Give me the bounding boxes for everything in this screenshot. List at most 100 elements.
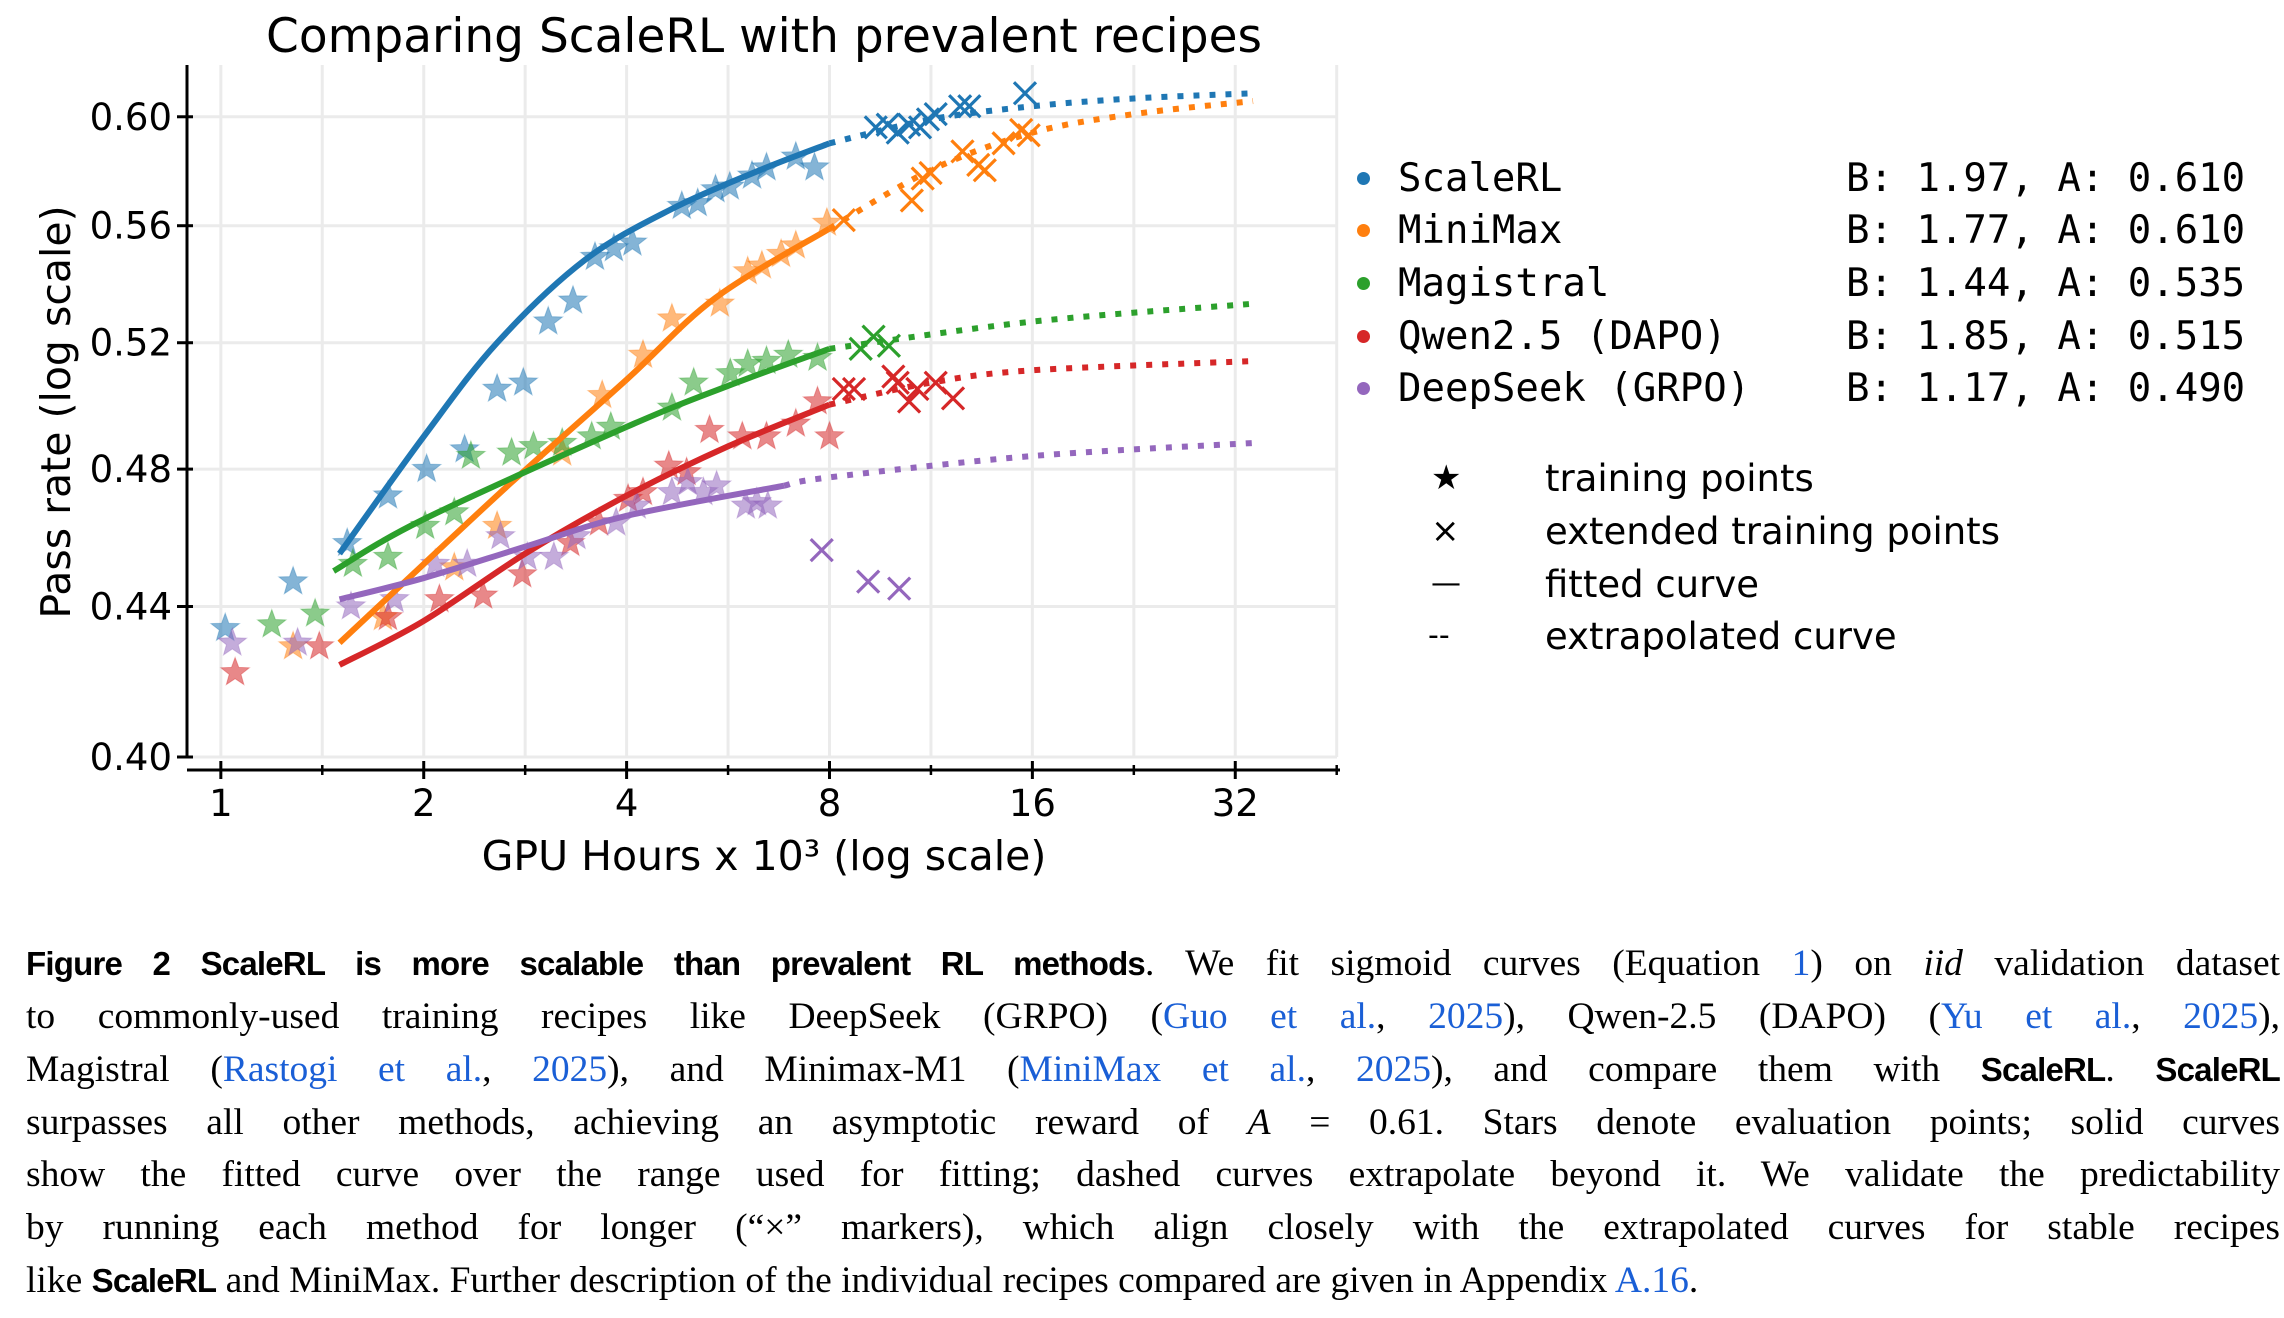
caption-text: ),	[2258, 996, 2281, 1037]
extended-point-x-minimax	[899, 188, 924, 213]
caption-text: ScaleRL	[1980, 1051, 2106, 1088]
fitted-curves	[332, 140, 832, 668]
legend-series-params: B: 1.44, A: 0.535	[1846, 261, 2246, 306]
x-tick-label: 32	[1212, 782, 1259, 825]
marker-legend-label: fitted curve	[1545, 563, 1759, 606]
extended-point-x-minimax	[950, 139, 975, 164]
extended-point-x-scalerl	[947, 94, 973, 119]
training-point-star-scalerl	[372, 479, 404, 509]
caption-citation-link[interactable]: Rastogi et al.	[222, 1049, 483, 1090]
caption-line: show the fitted curve over the range use…	[26, 1156, 2280, 1200]
extended-point-x-qwen2-5-dapo	[905, 376, 930, 402]
marker-legend-label: extrapolated curve	[1545, 615, 1897, 658]
training-point-star-deepseek-grpo	[282, 626, 314, 657]
training-point-star-scalerl	[277, 565, 309, 595]
training-point-star-magistral	[801, 341, 834, 372]
training-point-star-qwen2-5-dapo	[303, 630, 335, 660]
caption-text: by running each method for longer (“×” m…	[26, 1207, 2280, 1248]
x-tick-label: 2	[412, 782, 436, 825]
legend-series-name: ScaleRL	[1398, 156, 1563, 201]
y-tick-label: 0.40	[90, 736, 172, 779]
legend-dot-icon	[1357, 224, 1370, 237]
caption-line: to commonly-used training recipes like D…	[26, 998, 2280, 1042]
legend-series-name: DeepSeek (GRPO)	[1398, 366, 1751, 411]
chart-title: Comparing ScaleRL with prevalent recipes	[266, 9, 1262, 64]
y-axis-label: Pass rate (log scale)	[32, 205, 80, 618]
extended-point-x-qwen2-5-dapo	[831, 376, 856, 402]
caption-text: ,	[482, 1049, 533, 1090]
x-axis-label: GPU Hours x 10³ (log scale)	[482, 832, 1047, 880]
training-point-star-deepseek-grpo	[700, 469, 733, 499]
caption-text: iid	[1923, 943, 1963, 984]
training-point-star-scalerl	[532, 305, 564, 335]
caption-citation-link[interactable]: 2025	[2183, 996, 2259, 1037]
y-tick-label: 0.60	[90, 96, 172, 139]
legend-series-params: B: 1.85, A: 0.515	[1846, 314, 2246, 359]
fitted-curve-qwen2-5-dapo	[338, 401, 831, 668]
caption-text: Figure 2 ScaleRL is more scalable than p…	[26, 945, 1146, 982]
caption-text: ScaleRL	[2155, 1051, 2281, 1088]
legend-series-params: B: 1.77, A: 0.610	[1846, 208, 2246, 253]
training-point-star-magistral	[517, 429, 550, 460]
caption-text: like	[26, 1260, 92, 1301]
caption-citation-link[interactable]: Guo et al.	[1163, 996, 1377, 1037]
caption-text: .	[2105, 1049, 2156, 1090]
extended-point-x-minimax	[972, 158, 997, 183]
caption-text: A	[1247, 1102, 1271, 1143]
extended-point-x-magistral	[876, 333, 902, 358]
training-point-star-deepseek-grpo	[672, 465, 704, 496]
y-tick-label: 0.44	[90, 586, 172, 629]
caption-text: ), Qwen-2.5 (DAPO) (	[1503, 996, 1941, 1037]
extended-point-x-minimax	[1016, 123, 1041, 148]
fitted-curve-minimax	[337, 225, 832, 645]
caption-line: surpasses all other methods, achieving a…	[26, 1104, 2280, 1148]
caption-text: = 0.61. Stars denote evaluation points; …	[1270, 1102, 2280, 1143]
fitted-curve-deepseek-grpo	[338, 482, 785, 603]
extended-point-x-deepseek-grpo	[856, 569, 881, 594]
caption-citation-link[interactable]: 1	[1791, 943, 1811, 984]
caption-text: Magistral (	[26, 1049, 223, 1090]
caption-citation-link[interactable]: MiniMax et al.	[1019, 1049, 1306, 1090]
caption-line: like ScaleRL and MiniMax. Further descri…	[26, 1262, 2280, 1306]
fitted-curve-scalerl	[337, 140, 831, 556]
extended-point-x-scalerl	[915, 107, 941, 132]
training-point-star-deepseek-grpo	[484, 519, 517, 550]
training-point-star-qwen2-5-dapo	[627, 475, 659, 506]
data-points	[209, 81, 1041, 686]
extrapolated-curves	[783, 90, 1254, 489]
caption-text: ), and compare them with	[1430, 1049, 1981, 1090]
extended-point-x-qwen2-5-dapo	[940, 386, 966, 411]
training-point-star-magistral	[372, 540, 404, 571]
extended-point-x-deepseek-grpo	[809, 537, 834, 563]
legend-series-name: Magistral	[1398, 261, 1610, 306]
caption-citation-link[interactable]: 2025	[1428, 996, 1504, 1037]
training-point-star-scalerl	[557, 284, 589, 315]
caption-citation-link[interactable]: 2025	[532, 1049, 608, 1090]
training-point-star-deepseek-grpo	[216, 626, 248, 657]
caption-text: ,	[2131, 996, 2184, 1037]
fitted-curve-magistral	[332, 345, 831, 574]
caption-line: Figure 2 ScaleRL is more scalable than p…	[26, 945, 2280, 989]
training-point-star-scalerl	[209, 611, 241, 642]
marker-legend-label: extended training points	[1545, 510, 2000, 553]
caption-text: ), and Minimax-M1 (	[607, 1049, 1020, 1090]
training-point-star-qwen2-5-dapo	[780, 407, 812, 438]
training-point-star-scalerl	[507, 366, 539, 396]
chart: 0.40 0.44 0.48 0.52 0.56 0.60 1 2 4 8 16 32 Compari…	[32, 9, 1340, 880]
x-tick-label: 16	[1009, 782, 1056, 825]
caption-citation-link[interactable]: A.16	[1614, 1260, 1689, 1301]
caption-text: validation dataset	[1962, 943, 2281, 984]
caption-citation-link[interactable]: 2025	[1355, 1049, 1431, 1090]
axes: 0.40 0.44 0.48 0.52 0.56 0.60 1 2 4 8 16 32	[90, 65, 1340, 825]
x-mark-icon: ×	[1431, 511, 1460, 551]
caption-text: .	[1688, 1260, 1699, 1301]
extended-point-x-scalerl	[923, 102, 948, 127]
training-point-star-magistral	[495, 436, 528, 467]
extended-point-x-minimax	[991, 131, 1016, 156]
legend-series-params: B: 1.17, A: 0.490	[1846, 366, 2246, 411]
extended-point-x-minimax	[831, 207, 856, 233]
training-point-star-deepseek-grpo	[538, 540, 570, 571]
caption-citation-link[interactable]: Yu et al.	[1941, 996, 2132, 1037]
extrapolated-curve-deepseek-grpo	[783, 440, 1254, 489]
